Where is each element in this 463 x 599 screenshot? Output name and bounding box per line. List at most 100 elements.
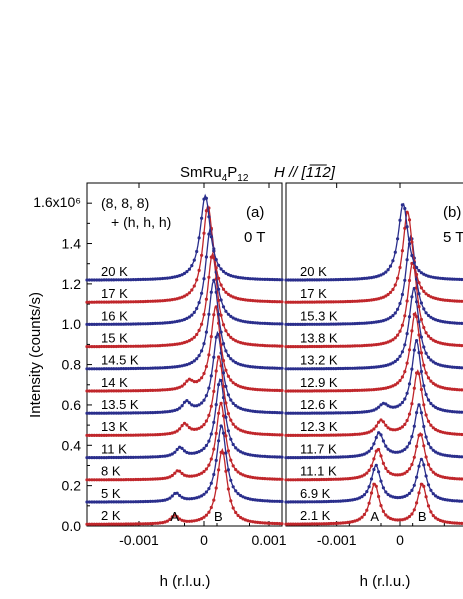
data-point — [258, 343, 262, 347]
data-point — [85, 278, 89, 282]
data-point — [280, 344, 284, 348]
data-point — [431, 492, 435, 496]
data-point — [236, 362, 240, 366]
data-point — [381, 341, 385, 345]
data-point — [305, 322, 309, 326]
data-point — [122, 300, 126, 304]
data-point — [372, 388, 376, 392]
data-point — [214, 486, 218, 490]
data-point — [148, 344, 152, 348]
data-point — [331, 344, 336, 348]
data-point — [87, 367, 91, 371]
panel-b-xtick-label: 0 — [396, 532, 404, 548]
data-point — [251, 365, 255, 369]
data-point — [341, 277, 345, 282]
data-point — [346, 477, 350, 481]
data-point — [102, 500, 106, 504]
data-point — [443, 320, 447, 324]
data-point — [202, 371, 206, 376]
data-point — [417, 333, 421, 337]
data-point — [391, 472, 395, 476]
data-point — [289, 522, 293, 526]
data-point — [175, 342, 179, 346]
data-point — [163, 498, 167, 502]
data-point — [163, 454, 167, 458]
data-point — [129, 478, 133, 482]
data-point — [202, 197, 206, 201]
data-point — [270, 388, 274, 392]
peak-label: B — [214, 509, 223, 524]
data-point — [301, 367, 305, 371]
data-point — [381, 509, 385, 513]
data-point — [298, 367, 302, 371]
data-point — [217, 468, 221, 472]
data-point — [445, 431, 450, 435]
data-point — [143, 411, 148, 415]
data-point — [180, 471, 184, 476]
data-point — [119, 344, 123, 348]
data-point — [100, 300, 104, 304]
data-point — [388, 264, 393, 268]
data-point — [168, 343, 172, 347]
data-point — [448, 321, 452, 325]
data-point — [139, 433, 143, 437]
data-point — [139, 455, 143, 459]
data-point — [124, 500, 128, 504]
data-point — [229, 418, 233, 422]
data-point — [229, 437, 233, 441]
data-point — [303, 367, 307, 371]
data-point — [322, 522, 326, 526]
data-point — [109, 300, 113, 304]
data-point — [278, 366, 282, 370]
data-point — [197, 403, 201, 407]
data-point — [241, 429, 245, 433]
data-point — [112, 344, 116, 349]
data-point — [146, 299, 150, 303]
data-point — [280, 455, 284, 459]
data-point — [241, 451, 245, 455]
data-point — [195, 332, 199, 337]
data-point — [455, 365, 459, 370]
data-point — [386, 268, 390, 272]
data-point — [275, 455, 279, 459]
temperature-label: 13.8 K — [300, 330, 338, 345]
data-point — [141, 433, 145, 437]
data-point — [168, 496, 172, 500]
data-point — [209, 335, 213, 339]
data-point — [336, 499, 340, 503]
data-point — [386, 317, 390, 321]
data-point — [234, 446, 238, 450]
data-point — [431, 381, 435, 385]
data-point — [212, 498, 216, 502]
data-point — [221, 323, 226, 327]
data-point — [327, 389, 331, 393]
data-point — [353, 497, 357, 501]
data-point — [460, 321, 463, 325]
data-point — [365, 388, 369, 392]
data-point — [329, 411, 333, 415]
data-point — [398, 218, 402, 222]
data-point — [422, 424, 426, 429]
data-point — [336, 477, 340, 481]
data-point — [350, 344, 355, 348]
data-point — [119, 478, 123, 482]
data-point — [126, 367, 130, 371]
temperature-label: 12.9 K — [300, 375, 338, 390]
data-point — [291, 478, 295, 482]
data-point — [122, 367, 126, 371]
data-point — [268, 299, 272, 304]
data-point — [312, 522, 317, 526]
data-point — [310, 367, 314, 371]
data-point — [258, 476, 262, 480]
data-point — [280, 522, 284, 526]
data-point — [248, 475, 252, 479]
data-point — [412, 455, 416, 459]
data-point — [393, 473, 397, 477]
data-point — [90, 478, 94, 482]
data-point — [298, 478, 302, 482]
data-point — [90, 522, 94, 526]
data-point — [312, 500, 317, 504]
panel-b: -0.001 0 2.1 K6.9 K11.1 K11.7 K12.3 K12.6… — [284, 182, 463, 590]
data-point — [312, 389, 317, 393]
data-point — [301, 411, 305, 415]
